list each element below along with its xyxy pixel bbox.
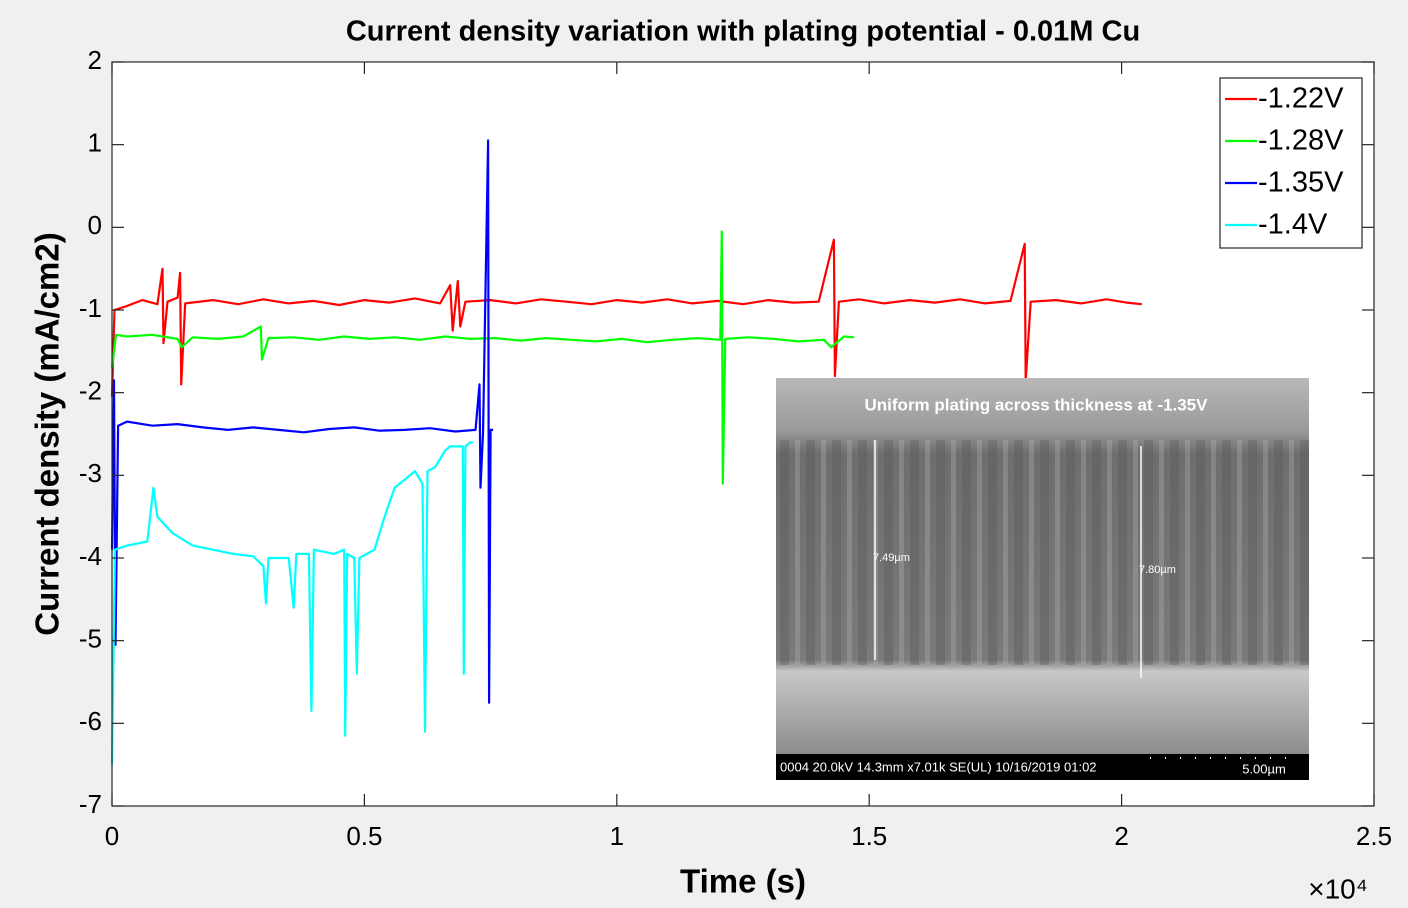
- x-tick-label: 2.5: [1356, 821, 1392, 851]
- plot: [110, 139, 1142, 765]
- info-bar: [776, 754, 1309, 780]
- y-tick-label: 0: [88, 210, 102, 240]
- y-tick-label: -4: [79, 541, 102, 571]
- chart-title: Current density variation with plating p…: [346, 16, 1140, 48]
- y-tick-label: -7: [79, 789, 102, 819]
- series-line: [110, 230, 855, 485]
- y-tick-label: -1: [79, 293, 102, 323]
- y-tick-label: -2: [79, 376, 102, 406]
- y-tick-label: 2: [88, 45, 102, 75]
- info-text: 0004 20.0kV 14.3mm x7.01k SE(UL) 10/16/2…: [780, 759, 1097, 774]
- x-tick-label: 2: [1114, 821, 1128, 851]
- inset-image: Uniform plating across thickness at -1.3…: [776, 378, 1309, 780]
- y-tick-label: -6: [79, 706, 102, 736]
- y-tick-label: -5: [79, 624, 102, 654]
- x-tick-label: 0.5: [346, 821, 382, 851]
- y-tick-label: 1: [88, 128, 102, 158]
- y-axis-label: Current density (mA/cm2): [29, 232, 66, 635]
- inset-caption: Uniform plating across thickness at -1.3…: [865, 395, 1209, 414]
- legend-label: -1.22V: [1258, 83, 1344, 115]
- x-axis-label: Time (s): [680, 863, 806, 900]
- series-line: [110, 139, 494, 704]
- measure-label: 7.49µm: [873, 552, 910, 564]
- legend-label: -1.28V: [1258, 125, 1344, 157]
- x-tick-label: 1: [610, 821, 624, 851]
- x-exponent-label: ×10⁴: [1308, 873, 1368, 904]
- x-tick-label: 0: [105, 821, 119, 851]
- sem-texture: [776, 440, 1309, 665]
- legend: -1.22V -1.28V -1.35V -1.4V: [1219, 77, 1363, 249]
- measure-label: 7.80µm: [1139, 564, 1176, 576]
- x-tick-label: 1.5: [851, 821, 887, 851]
- legend-label: -1.4V: [1258, 209, 1328, 241]
- y-tick-label: -3: [79, 458, 102, 488]
- series-line: [110, 441, 473, 765]
- scale-label: 5.00µm: [1242, 761, 1286, 776]
- axes-box: [111, 61, 1375, 807]
- legend-box: [1219, 77, 1363, 249]
- legend-label: -1.35V: [1258, 167, 1344, 199]
